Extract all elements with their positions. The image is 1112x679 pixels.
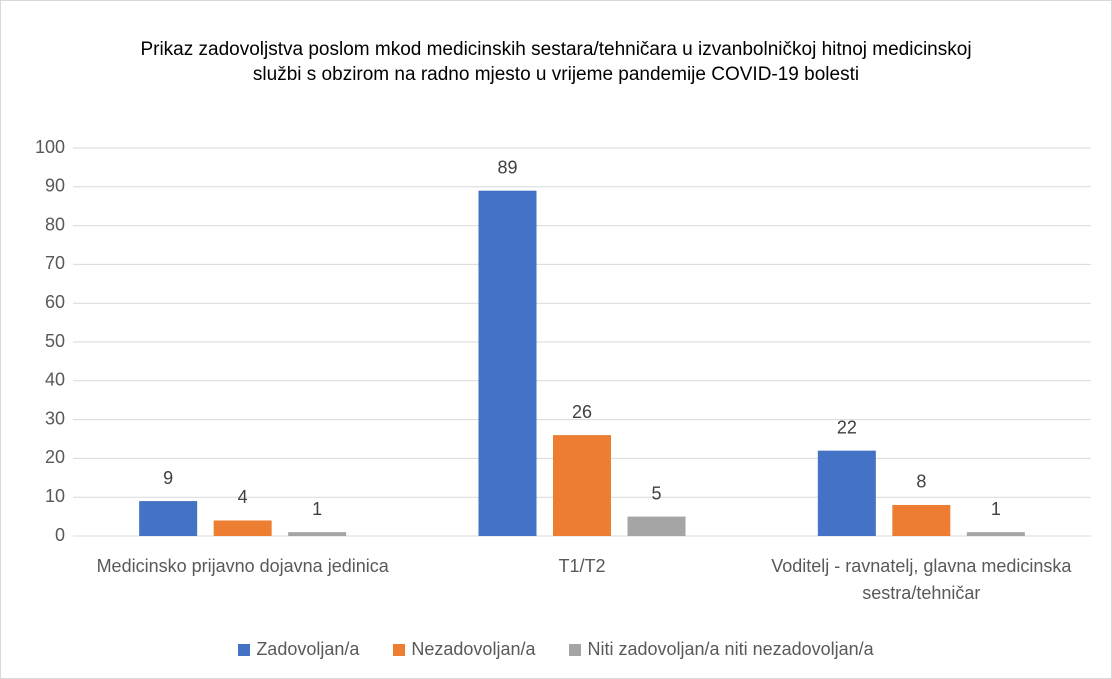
bar	[139, 501, 198, 536]
legend-label: Nezadovoljan/a	[411, 639, 536, 659]
legend-label: Niti zadovoljan/a niti nezadovoljan/a	[587, 639, 874, 659]
data-label: 1	[312, 499, 322, 519]
y-tick-label: 0	[55, 525, 65, 545]
data-label: 89	[497, 157, 517, 177]
data-label: 8	[916, 472, 926, 492]
bar	[966, 532, 1025, 536]
bar	[892, 504, 951, 536]
x-tick-label: T1/T2	[558, 556, 606, 576]
legend-swatch	[569, 643, 582, 656]
bar	[627, 516, 686, 536]
legend-item: Zadovoljan/a	[238, 639, 359, 660]
x-tick-label: Medicinsko prijavno dojavna jedinica	[96, 556, 389, 576]
y-tick-label: 50	[45, 331, 65, 351]
bar	[213, 520, 272, 536]
data-label: 22	[837, 417, 857, 437]
legend-item: Niti zadovoljan/a niti nezadovoljan/a	[569, 639, 874, 660]
legend-label: Zadovoljan/a	[256, 639, 360, 659]
y-tick-label: 60	[45, 292, 65, 312]
y-tick-label: 80	[45, 214, 65, 234]
y-tick-label: 90	[45, 176, 65, 196]
y-tick-label: 10	[45, 486, 65, 506]
legend-swatch	[238, 643, 251, 656]
legend: Zadovoljan/a Nezadovoljan/a Niti zadovolja…	[1, 639, 1111, 660]
y-tick-label: 20	[45, 447, 65, 467]
legend-swatch	[393, 643, 406, 656]
bar	[288, 532, 347, 536]
y-tick-label: 30	[45, 408, 65, 428]
data-label: 9	[163, 468, 173, 488]
y-tick-label: 70	[45, 253, 65, 273]
legend-item: Nezadovoljan/a	[393, 639, 535, 660]
bar	[817, 450, 876, 536]
x-tick-label: Voditelj - ravnatelj, glavna medicinska …	[771, 556, 1072, 603]
bar	[553, 435, 611, 536]
bar	[478, 190, 537, 536]
data-label: 5	[651, 483, 661, 503]
data-label: 26	[572, 402, 592, 422]
data-label: 1	[991, 499, 1001, 519]
y-tick-label: 40	[45, 370, 65, 390]
chart-title: Prikaz zadovoljstva poslom mkod medicins…	[140, 39, 972, 85]
y-tick-label: 100	[35, 137, 65, 157]
data-label: 4	[238, 487, 248, 507]
